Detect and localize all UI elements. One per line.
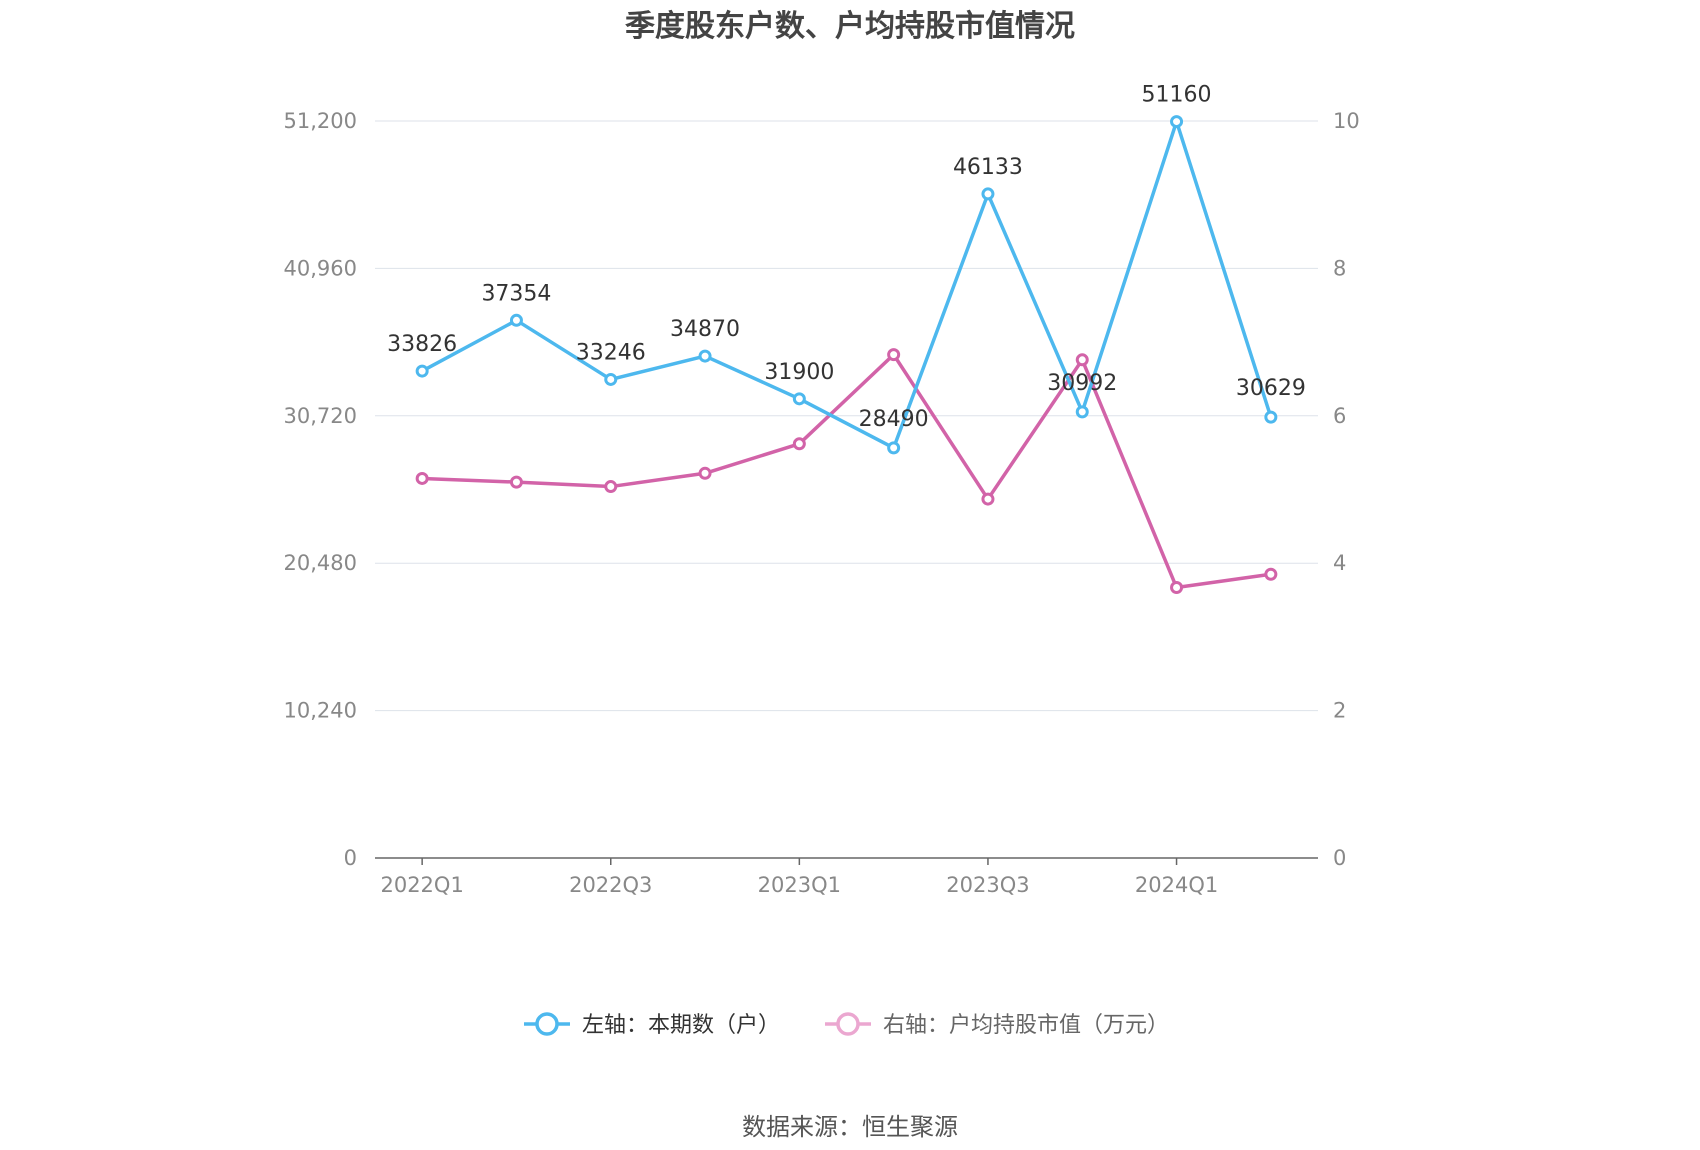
legend-label-holders: 左轴：本期数（户） [582,1013,780,1038]
right-tick-label: 8 [1333,256,1346,280]
avg-value-line [422,352,1272,590]
chart-title: 季度股东户数、户均持股市值情况 [625,9,1075,44]
x-tick-label: 2022Q3 [569,873,652,897]
holders-point [604,372,618,386]
legend-marker-avg [836,1012,860,1036]
holders-point [509,313,523,327]
x-tick-label: 2024Q1 [1135,873,1218,897]
avg-value-point [1075,353,1089,367]
data-label: 33826 [387,332,457,357]
left-tick-label: 40,960 [284,256,357,280]
x-tick-label: 2023Q1 [758,873,841,897]
avg-value-point [698,466,712,480]
holders-line [421,119,1273,450]
avg-value-point [1264,567,1278,581]
avg-value-point [509,475,523,489]
avg-value-point [1170,581,1184,595]
holders-point [1170,115,1184,129]
data-label: 30992 [1047,371,1117,396]
avg-value-point [604,480,618,494]
avg-value-point [887,348,901,362]
right-axis-ticks: 0 2 4 6 8 10 [1333,109,1360,870]
legend-marker-holders [535,1012,559,1036]
source-note: 数据来源：恒生聚源 [742,1113,958,1141]
left-tick-label: 51,200 [284,109,357,133]
data-label: 30629 [1236,376,1306,401]
left-tick-label: 10,240 [284,699,357,723]
grid-lines [375,120,1318,712]
legend-label-avg: 右轴：户均持股市值（万元） [883,1013,1169,1038]
holders-point [415,364,429,378]
holders-point [887,441,901,455]
right-tick-label: 2 [1333,699,1346,723]
left-tick-label: 30,720 [284,404,357,428]
data-label: 31900 [764,360,834,385]
data-label: 51160 [1142,83,1212,108]
holders-point [792,392,806,406]
series-points [415,115,1278,595]
left-tick-label: 20,480 [284,551,357,575]
holders-point [1075,405,1089,419]
right-tick-label: 0 [1333,846,1346,870]
avg-value-point [415,471,429,485]
holders-point [1264,410,1278,424]
series-lines [421,119,1273,590]
holders-point [981,187,995,201]
legend[interactable]: 左轴：本期数（户） 右轴：户均持股市值（万元） [524,1012,1169,1038]
data-label: 28490 [859,407,929,432]
x-axis: 2022Q1 2022Q3 2023Q1 2023Q3 2024Q1 [375,857,1318,897]
data-label: 37354 [481,281,551,306]
left-tick-label: 0 [344,846,357,870]
avg-value-point [792,437,806,451]
right-tick-label: 10 [1333,109,1360,133]
x-tick-label: 2022Q1 [380,873,463,897]
left-axis-ticks: 0 10,240 20,480 30,720 40,960 51,200 [284,109,357,870]
data-label: 34870 [670,317,740,342]
avg-value-point [981,492,995,506]
data-labels: 33826 37354 33246 34870 31900 28490 46133 30992… [387,83,1306,432]
right-tick-label: 6 [1333,404,1346,428]
data-label: 33246 [576,340,646,365]
x-tick-label: 2023Q3 [946,873,1029,897]
right-tick-label: 4 [1333,551,1346,575]
data-label: 46133 [953,155,1023,180]
holders-point [698,349,712,363]
